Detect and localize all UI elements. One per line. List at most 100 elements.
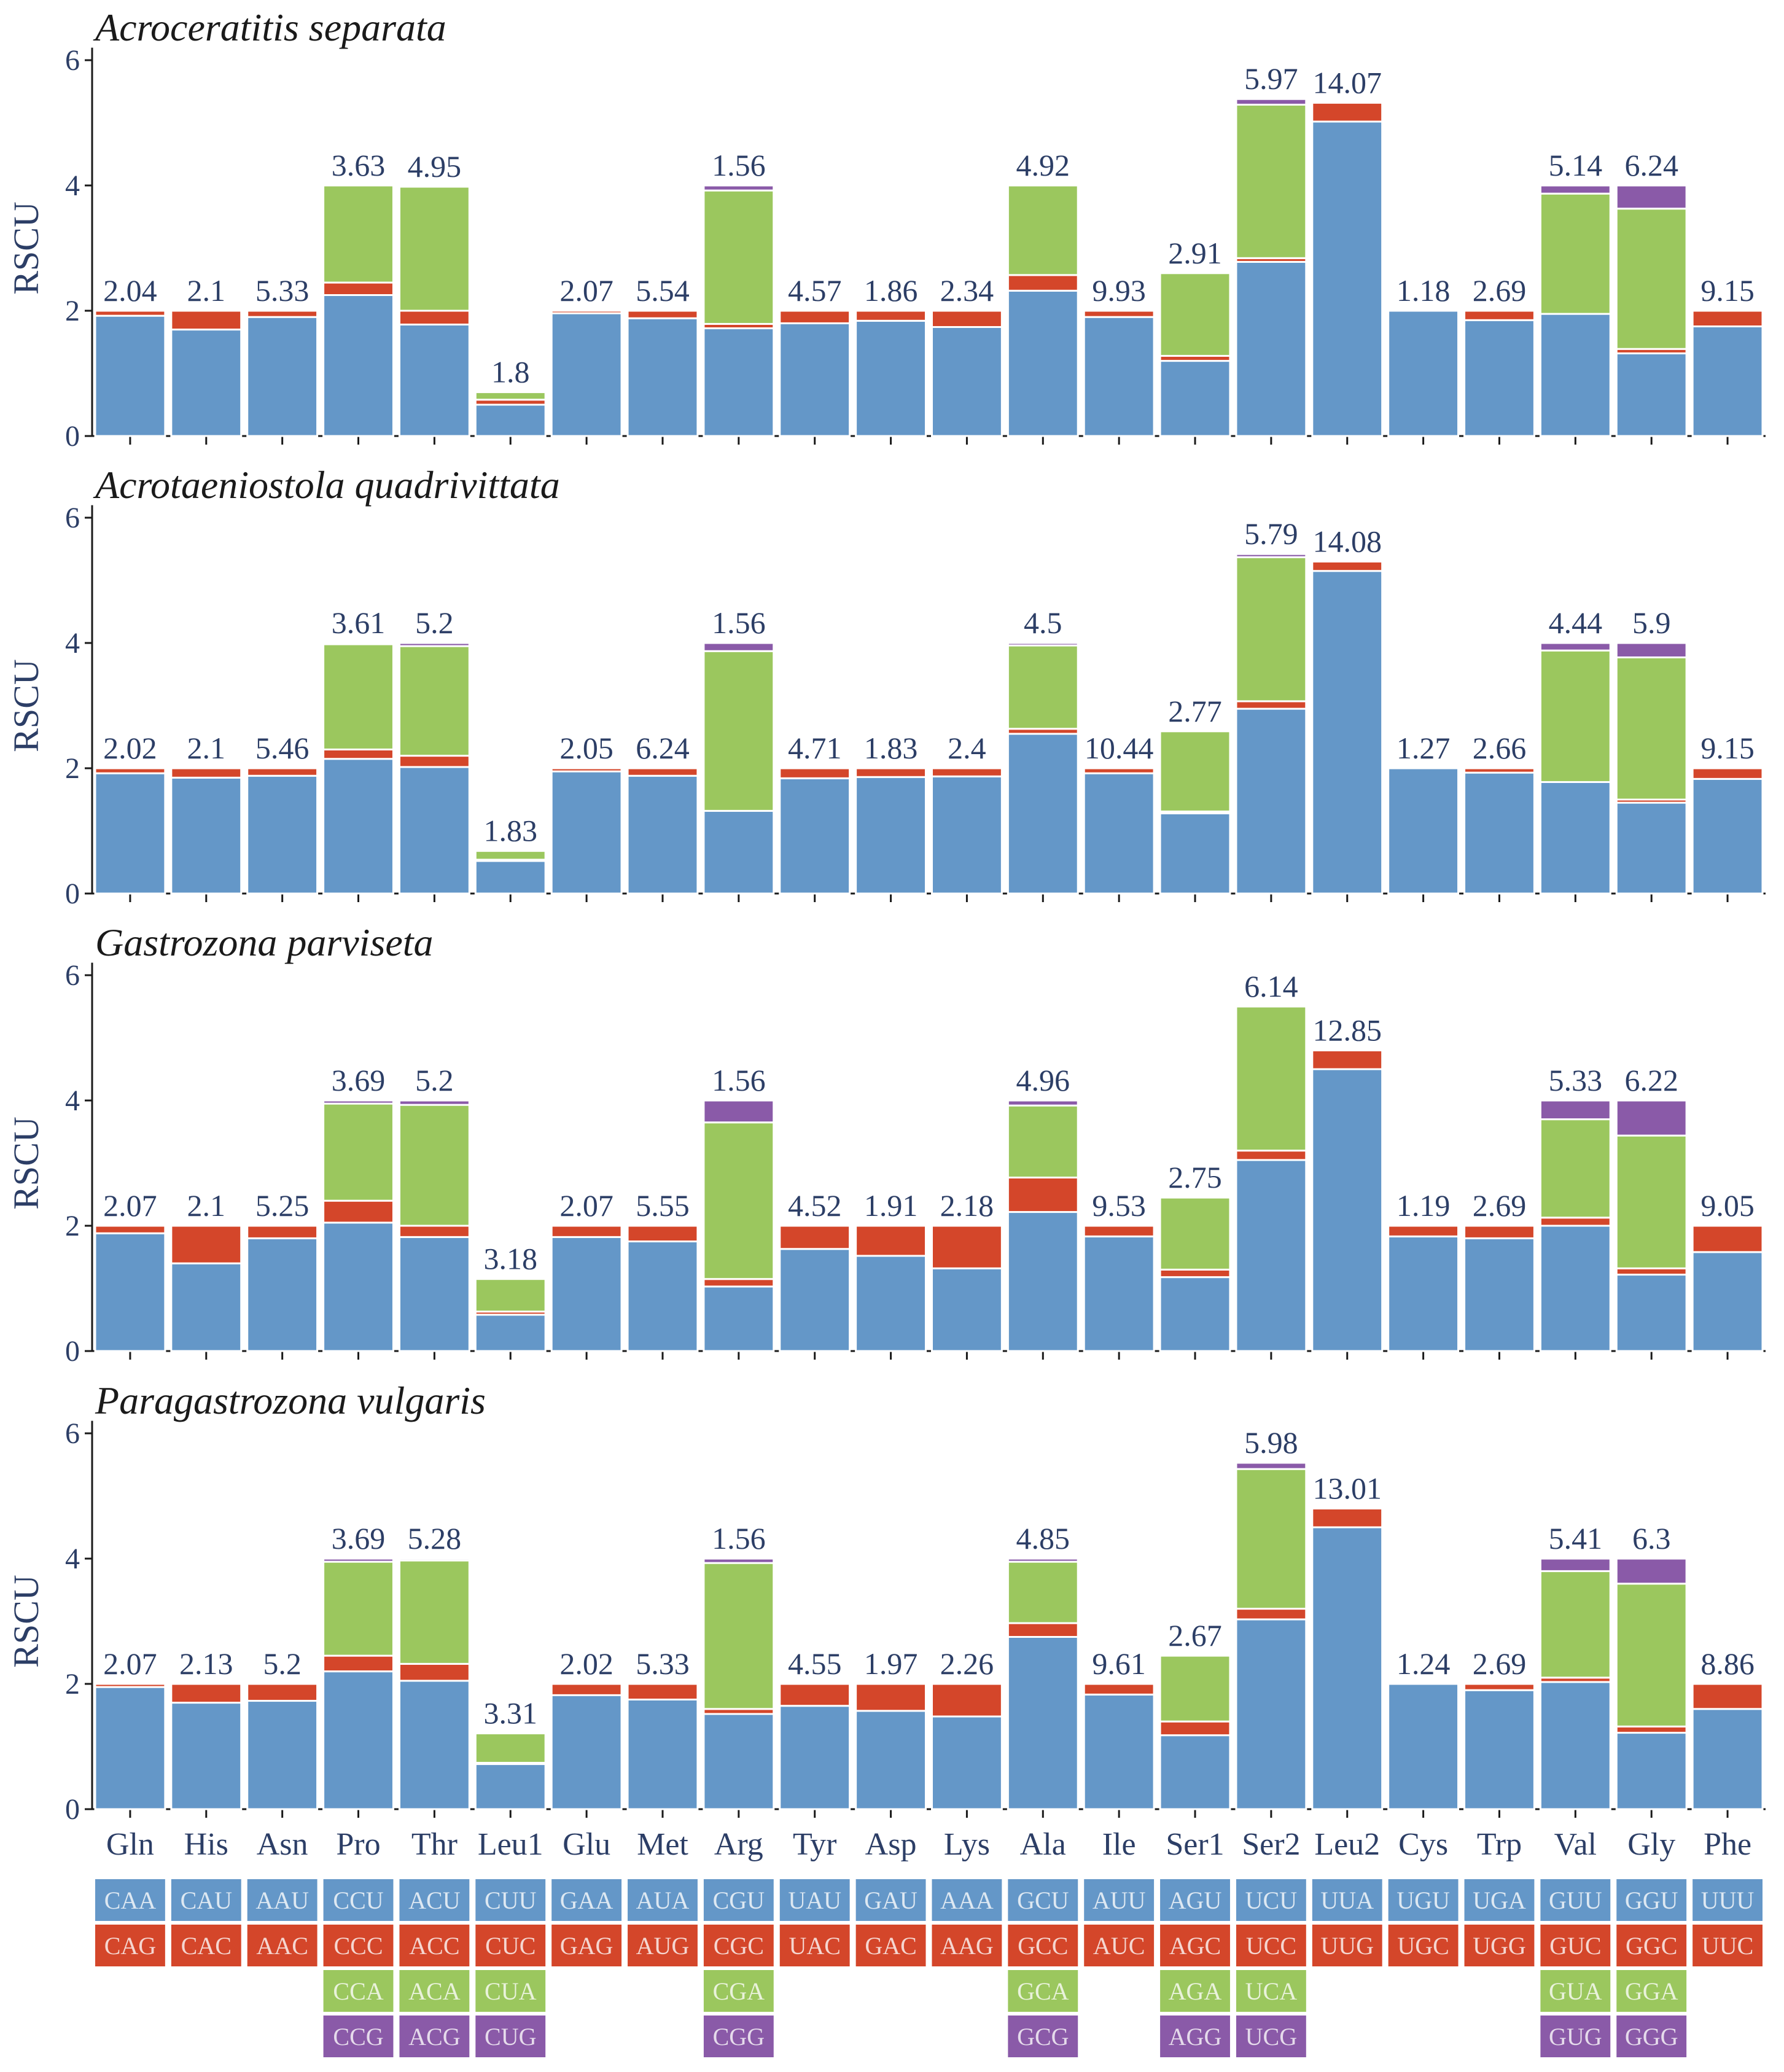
- codon-cell: UCU: [1236, 1879, 1306, 1921]
- bar-segment-cgc: [703, 1278, 775, 1288]
- data-label: 1.56: [712, 148, 766, 182]
- data-label: 1.83: [864, 731, 918, 765]
- codon-label: UAC: [789, 1932, 840, 1960]
- data-label: 4.5: [1024, 606, 1062, 640]
- bar-segment-aac: [246, 767, 319, 777]
- data-label: 5.54: [636, 273, 690, 308]
- bar-segment-guc: [1539, 1217, 1611, 1227]
- bar-gly: 6.24: [1615, 148, 1688, 437]
- codon-swatch: [1464, 1925, 1535, 1966]
- panel-1: Acroceratitis separata 0 2 4 6 RSCU 2.04 2.1 5.3…: [6, 6, 1766, 453]
- bar-segment-auc: [1083, 767, 1155, 774]
- bar-segment-gca: [1007, 1104, 1079, 1178]
- category-label: Met: [637, 1827, 688, 1862]
- bar-segment-aac: [246, 1683, 319, 1702]
- codon-cell: UUA: [1312, 1879, 1382, 1921]
- codon-label: GCG: [1017, 2023, 1069, 2051]
- codon-swatch: [1540, 2016, 1611, 2057]
- bar-segment-aaa: [931, 1267, 1003, 1352]
- bar-segment-uga: [1463, 1689, 1535, 1810]
- codon-cell: AAG: [932, 1925, 1002, 1966]
- codon-cell: CCC: [323, 1925, 394, 1966]
- codon-label: UCU: [1245, 1887, 1298, 1914]
- codon-cell: UGA: [1464, 1879, 1535, 1921]
- bar-segment-acg: [398, 1099, 470, 1106]
- bar-segment-uua: [1311, 120, 1384, 437]
- codon-label: UCA: [1245, 1977, 1298, 2005]
- bar-leu2: 14.07: [1311, 65, 1384, 437]
- codon-swatch: [1540, 1879, 1611, 1921]
- codon-swatch: [399, 1925, 470, 1966]
- codon-swatch: [1160, 2016, 1230, 2057]
- bar-segment-uau: [779, 322, 851, 437]
- codon-cell: GCU: [1008, 1879, 1078, 1921]
- data-label: 3.69: [332, 1063, 386, 1097]
- codon-label: GAC: [865, 1932, 916, 1960]
- category-label: Pro: [336, 1827, 380, 1862]
- codon-label: CUC: [485, 1932, 536, 1960]
- codon-label: CGC: [714, 1932, 764, 1960]
- bar-thr: 5.28: [398, 1521, 470, 1810]
- bar-glu: 2.07: [550, 1188, 623, 1352]
- bar-segment-gcu: [1007, 1636, 1079, 1810]
- codon-cell: CGC: [703, 1925, 774, 1966]
- codon-swatch: [1008, 2016, 1078, 2057]
- bar-segment-gcc: [1007, 1176, 1079, 1213]
- codon-cell: AGG: [1160, 2016, 1230, 2057]
- y-axis-label: RSCU: [6, 659, 46, 752]
- bar-segment-uug: [1311, 1049, 1384, 1070]
- data-label: 5.55: [636, 1188, 690, 1223]
- bar-cys: 1.24: [1387, 1646, 1460, 1810]
- bar-segment-cga: [703, 1121, 775, 1280]
- bar-leu1: 3.18: [474, 1242, 547, 1352]
- data-label: 10.44: [1085, 731, 1154, 765]
- codon-label: GAG: [560, 1932, 613, 1960]
- codon-cell: UAC: [779, 1925, 850, 1966]
- bar-val: 4.44: [1539, 606, 1611, 895]
- bar-segment-gau: [855, 1255, 927, 1352]
- codon-swatch: [1616, 1970, 1687, 2012]
- codon-cell: CAA: [95, 1879, 165, 1921]
- codon-swatch: [399, 1970, 470, 2012]
- bar-segment-gcg: [1007, 642, 1079, 647]
- codon-swatch: [1616, 2016, 1687, 2057]
- bar-segment-gug: [1539, 1099, 1611, 1121]
- data-label: 9.53: [1092, 1188, 1146, 1223]
- bar-segment-uac: [779, 1225, 851, 1250]
- codon-swatch: [779, 1925, 850, 1966]
- bar-segment-gcc: [1007, 274, 1079, 292]
- bar-ser2: 5.79: [1235, 516, 1307, 895]
- y-tick-label: 4: [65, 169, 80, 202]
- bar-segment-cga: [703, 650, 775, 812]
- codon-label: UGA: [1473, 1887, 1526, 1914]
- bar-ser1: 2.91: [1159, 236, 1231, 437]
- bar-segment-cag: [94, 1225, 166, 1234]
- bar-gln: 2.02: [94, 731, 166, 895]
- codon-swatch: [323, 1879, 394, 1921]
- data-label: 6.3: [1632, 1521, 1671, 1556]
- bar-met: 6.24: [626, 731, 699, 895]
- codon-cell: AUU: [1084, 1879, 1155, 1921]
- bar-segment-gac: [855, 310, 927, 322]
- data-label: 2.69: [1473, 1646, 1527, 1681]
- data-label: 2.34: [940, 273, 994, 308]
- bar-tyr: 4.71: [779, 731, 851, 895]
- codon-swatch: [1160, 1925, 1230, 1966]
- data-label: 2.02: [559, 1646, 613, 1681]
- codon-label: GUC: [1549, 1932, 1601, 1960]
- bar-segment-cag: [94, 1683, 166, 1688]
- bar-segment-aua: [626, 317, 699, 437]
- bar-asp: 1.83: [855, 731, 927, 895]
- bar-trp: 2.66: [1463, 731, 1535, 895]
- bar-segment-acu: [398, 1680, 470, 1810]
- bar-segment-gua: [1539, 192, 1611, 315]
- codon-cell: GGU: [1616, 1879, 1687, 1921]
- codon-swatch: [1540, 1970, 1611, 2012]
- bar-ala: 4.5: [1007, 606, 1079, 895]
- bar-segment-aaa: [931, 775, 1003, 895]
- data-label: 5.2: [263, 1646, 302, 1681]
- bar-segment-ccu: [322, 1670, 394, 1810]
- codon-swatch: [475, 1925, 546, 1966]
- bar-ile: 10.44: [1083, 731, 1155, 895]
- bar-segment-cgg: [703, 1099, 775, 1124]
